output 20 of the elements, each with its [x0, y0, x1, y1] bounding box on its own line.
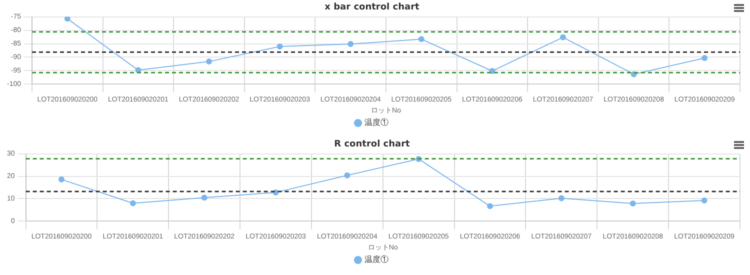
point	[276, 43, 283, 50]
chart-title: x bar control chart	[324, 2, 420, 13]
point	[702, 55, 708, 62]
point	[487, 203, 494, 210]
point	[130, 200, 136, 206]
point	[58, 176, 64, 182]
point	[201, 194, 208, 201]
point	[348, 41, 354, 48]
point	[418, 36, 424, 42]
point	[630, 200, 636, 206]
point	[558, 195, 564, 202]
point	[206, 58, 212, 65]
legend-label: 温度①	[364, 255, 388, 264]
legend-label: 温度①	[364, 118, 388, 128]
point	[560, 34, 566, 40]
point	[489, 68, 496, 74]
point	[701, 198, 708, 204]
point	[344, 172, 350, 178]
chart-title: R control chart	[334, 140, 411, 150]
point	[64, 16, 70, 22]
